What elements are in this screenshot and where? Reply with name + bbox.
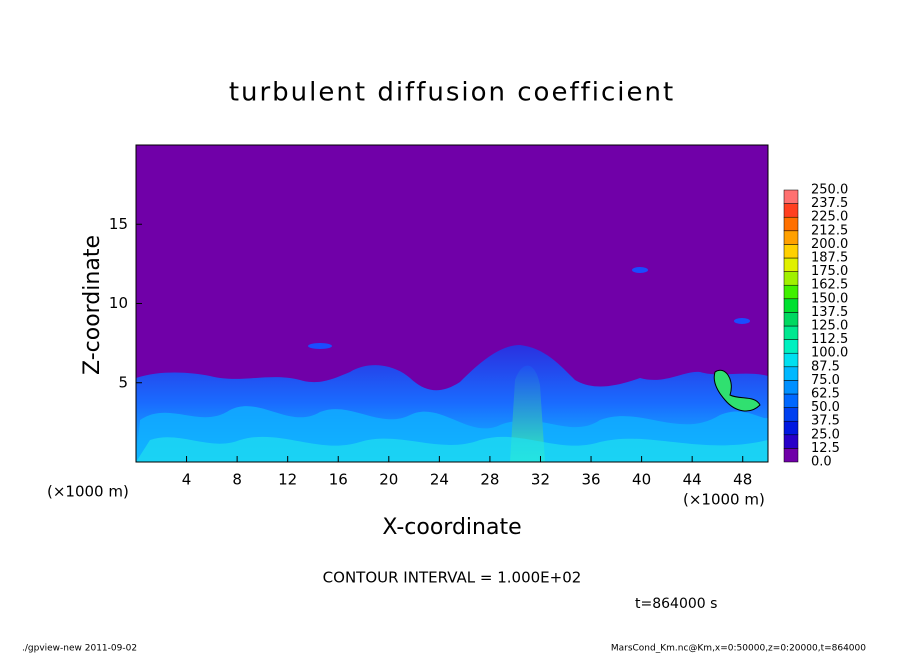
colorbar-swatch bbox=[783, 257, 799, 272]
footer-left: ./gpview-new 2011-09-02 bbox=[22, 644, 137, 654]
x-tick-label: 20 bbox=[379, 471, 398, 489]
colorbar-swatch bbox=[783, 393, 799, 408]
colorbar-label: 125.0 bbox=[811, 319, 848, 334]
colorbar-swatch bbox=[783, 339, 799, 354]
colorbar-label: 12.5 bbox=[811, 441, 840, 456]
colorbar-swatch bbox=[783, 216, 799, 232]
colorbar-swatch bbox=[783, 203, 799, 218]
x-tick-label: 40 bbox=[632, 471, 651, 489]
colorbar-label: 200.0 bbox=[811, 237, 848, 252]
colorbar-swatch bbox=[783, 284, 799, 300]
colorbar-label: 37.5 bbox=[811, 414, 840, 429]
colorbar-label: 250.0 bbox=[811, 183, 848, 198]
colorbar-label: 162.5 bbox=[811, 278, 848, 293]
time-label: t=864000 s bbox=[635, 596, 717, 612]
colorbar-label: 25.0 bbox=[811, 427, 840, 442]
colorbar-swatch bbox=[783, 407, 799, 422]
x-tick-label: 32 bbox=[531, 471, 550, 489]
x-tick-label: 4 bbox=[182, 471, 192, 489]
colorbar-swatch bbox=[783, 366, 799, 381]
colorbar-swatch bbox=[783, 271, 799, 286]
x-tick-label: 36 bbox=[581, 471, 600, 489]
colorbar-swatch bbox=[783, 244, 799, 259]
colorbar-swatch bbox=[783, 298, 799, 313]
colorbar-label: 187.5 bbox=[811, 251, 848, 266]
colorbar-swatch bbox=[783, 189, 799, 204]
colorbar-swatch bbox=[783, 420, 799, 436]
colorbar-swatch bbox=[783, 434, 799, 449]
contour-interval: CONTOUR INTERVAL = 1.000E+02 bbox=[323, 569, 582, 587]
colorbar-swatch bbox=[783, 325, 799, 340]
colorbar-label: 100.0 bbox=[811, 346, 848, 361]
y-axis-label: Z-coordinate bbox=[80, 235, 105, 375]
footer-right: MarsCond_Km.nc@Km,x=0:50000,z=0:20000,t=… bbox=[611, 644, 866, 654]
colorbar-label: 137.5 bbox=[811, 305, 848, 320]
colorbar-label: 0.0 bbox=[811, 455, 832, 470]
x-unit-label: (×1000 m) bbox=[47, 483, 129, 501]
colorbar-swatch bbox=[783, 380, 799, 395]
contour-field bbox=[136, 145, 768, 462]
colorbar-label: 150.0 bbox=[811, 291, 848, 306]
colorbar-swatch bbox=[783, 448, 799, 463]
y-tick-label: 5 bbox=[118, 373, 128, 391]
colorbar-label: 112.5 bbox=[811, 332, 848, 347]
y-tick-label: 15 bbox=[109, 215, 128, 233]
colorbar-label: 75.0 bbox=[811, 373, 840, 388]
x-tick-label: 48 bbox=[733, 471, 752, 489]
x-unit-label: (×1000 m) bbox=[683, 491, 765, 509]
x-tick-label: 28 bbox=[480, 471, 499, 489]
x-tick-label: 44 bbox=[683, 471, 702, 489]
colorbar-label: 212.5 bbox=[811, 223, 848, 238]
chart-title: turbulent diffusion coefficient bbox=[229, 78, 675, 108]
colorbar-label: 237.5 bbox=[811, 196, 848, 211]
colorbar-label: 62.5 bbox=[811, 387, 840, 402]
x-tick-label: 24 bbox=[430, 471, 449, 489]
x-tick-label: 12 bbox=[278, 471, 297, 489]
colorbar-label: 87.5 bbox=[811, 359, 840, 374]
colorbar-swatch bbox=[783, 230, 799, 245]
colorbar-label: 50.0 bbox=[811, 400, 840, 415]
colorbar-label: 175.0 bbox=[811, 264, 848, 279]
colorbar-label: 225.0 bbox=[811, 210, 848, 225]
colorbar-swatch bbox=[783, 352, 799, 368]
colorbar-swatch bbox=[783, 312, 799, 327]
x-tick-label: 8 bbox=[232, 471, 242, 489]
y-tick-label: 10 bbox=[109, 294, 128, 312]
x-axis-label: X-coordinate bbox=[382, 515, 521, 540]
x-tick-label: 16 bbox=[329, 471, 348, 489]
